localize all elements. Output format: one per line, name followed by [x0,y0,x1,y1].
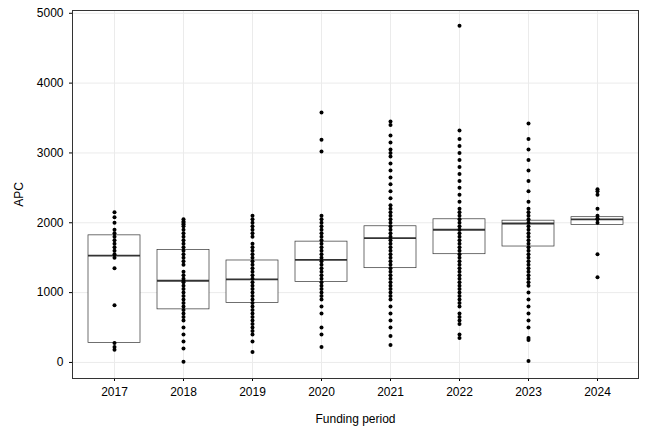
svg-text:2023: 2023 [515,385,542,399]
svg-text:2000: 2000 [37,216,64,230]
svg-text:0: 0 [57,355,64,369]
svg-text:5000: 5000 [37,6,64,20]
svg-text:2024: 2024 [584,385,611,399]
svg-text:2019: 2019 [239,385,266,399]
svg-text:APC: APC [12,182,26,207]
svg-text:Funding period: Funding period [315,412,395,426]
svg-text:2020: 2020 [308,385,335,399]
svg-text:2018: 2018 [170,385,197,399]
svg-text:3000: 3000 [37,146,64,160]
svg-text:2017: 2017 [101,385,128,399]
svg-text:2021: 2021 [377,385,404,399]
svg-text:1000: 1000 [37,285,64,299]
svg-text:4000: 4000 [37,76,64,90]
svg-text:2022: 2022 [446,385,473,399]
